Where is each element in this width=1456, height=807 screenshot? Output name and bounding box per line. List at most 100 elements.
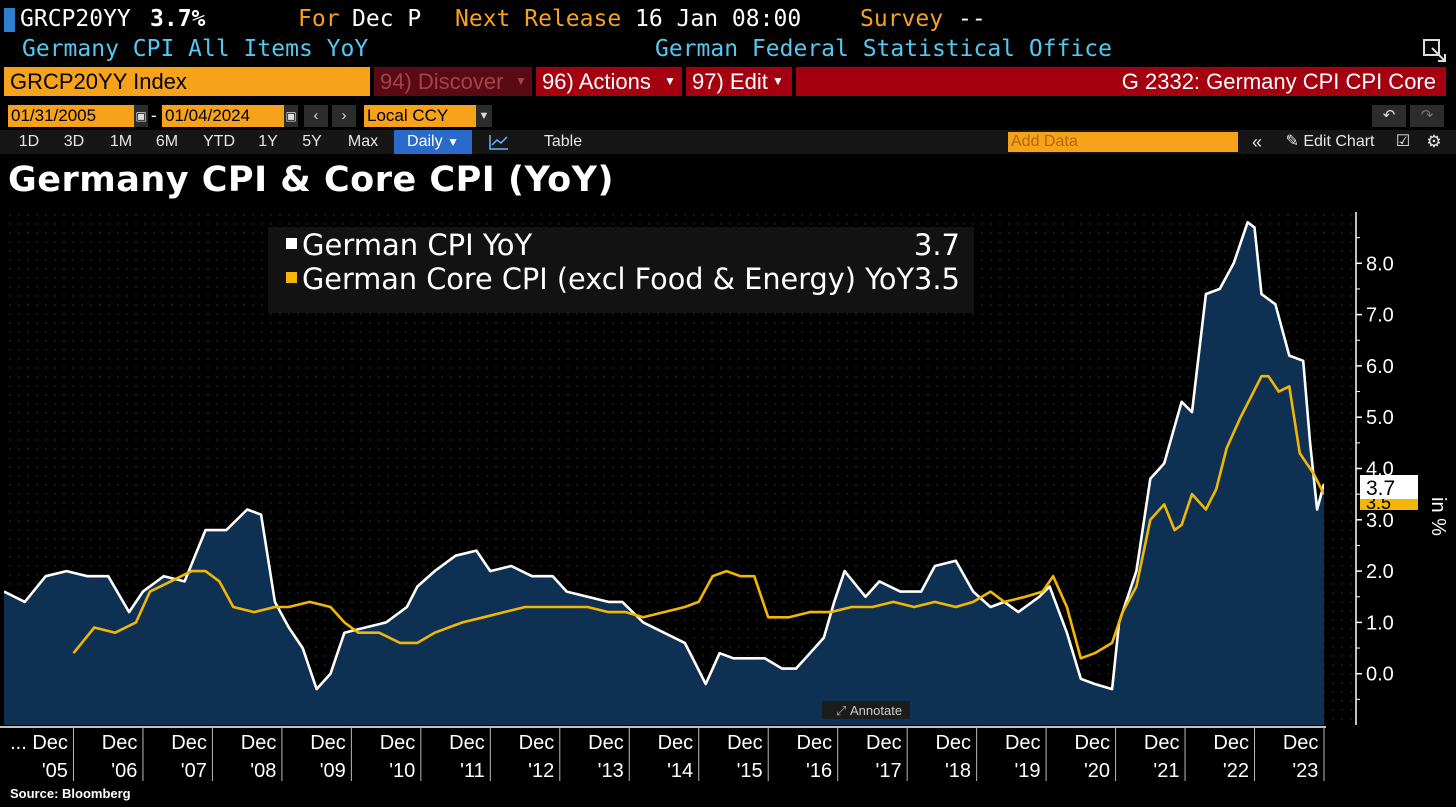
start-calendar-icon[interactable]: ▣ [134,105,148,127]
x-month-label-12: Dec [866,732,902,754]
expand-icon[interactable] [1422,38,1448,64]
period-1m[interactable]: 1M [109,133,133,150]
x-year-label-10: '15 [737,760,763,782]
collapse-icon[interactable]: « [1251,132,1262,152]
x-month-label-5: Dec [380,732,416,754]
x-month-label-3: Dec [241,732,277,754]
security-description: Germany CPI All Items YoY [22,36,369,62]
x-month-label-7: Dec [519,732,555,754]
period-3d[interactable]: 3D [63,133,85,150]
add-data-input[interactable]: Add Data [1008,132,1238,152]
chart-title: Germany CPI & Core CPI (YoY) [8,160,614,200]
security-field[interactable]: GRCP20YY Index [4,67,370,96]
end-date-input[interactable]: 01/04/2024 [162,105,284,127]
legend-cpi-value: 3.7 [914,228,960,262]
survey-value: -- [958,6,986,32]
x-month-label-18: Dec [1283,732,1319,754]
annotate-button[interactable]: ⤢ Annotate [822,701,910,719]
x-year-label-13: '18 [945,760,971,782]
y-tick-label-8: 8.0 [1366,253,1394,275]
date-bar: 01/31/2005 ▣ - 01/04/2024 ▣ ‹ › Local CC… [0,105,1456,127]
cpi-last-value-tag [1360,475,1418,499]
x-year-label-6: '11 [460,760,485,782]
x-month-label-14: Dec [1005,732,1041,754]
x-month-label-4: Dec [310,732,346,754]
x-month-label-8: Dec [588,732,624,754]
y-tick-label-1: 1.0 [1366,612,1394,634]
core-last-value-tag [1360,498,1418,510]
frequency-label: Daily [407,133,443,150]
discover-menu[interactable]: 94) Discover [374,67,532,96]
period-ytd[interactable]: YTD [203,133,235,150]
end-calendar-icon[interactable]: ▣ [284,105,298,127]
period-6m[interactable]: 6M [155,133,179,150]
undo-icon[interactable]: ↶ [1372,105,1406,127]
line-chart-icon[interactable] [484,130,514,154]
x-month-label-10: Dec [727,732,763,754]
function-title: G 2332: Germany CPI CPI Core [796,67,1446,96]
x-year-label-11: '16 [806,760,832,782]
chart-legend: German CPI YoY 3.7 German Core CPI (excl… [268,227,974,313]
x-month-label-2: Dec [171,732,207,754]
annotate-label: Annotate [850,703,902,718]
y-tick-label-7: 7.0 [1366,305,1394,327]
period-bar: 1D 3D 1M 6M YTD 1Y 5Y Max Daily ▼ Table … [0,130,1456,154]
x-year-label-8: '13 [598,760,624,782]
edit-menu[interactable]: 97) Edit [686,67,792,96]
next-release-label: Next Release [455,6,622,32]
y-axis-title: in % [1427,497,1449,536]
annotate-icon: ⤢ [836,703,846,718]
x-month-label-9: Dec [658,732,694,754]
x-month-label-6: Dec [449,732,485,754]
series-0-area [4,222,1324,725]
last-value-tags: 3.5 3.7 [1360,475,1418,513]
frequency-select[interactable]: Daily ▼ [394,130,472,154]
cpi-last-value-text: 3.7 [1366,477,1395,500]
prev-period-icon[interactable]: ‹ [304,105,328,127]
command-bar: GRCP20YY Index 94) Discover 96) Actions … [0,67,1456,96]
next-release-value: 16 Jan 08:00 [635,6,802,32]
period-max[interactable]: Max [347,133,379,150]
y-tick-label-6: 6.0 [1366,356,1394,378]
series-1-line [72,374,1324,660]
x-year-label-5: '10 [389,760,415,782]
ticker-marker [4,8,15,32]
legend-cpi-swatch [286,238,297,249]
legend-core-label: German Core CPI (excl Food & Energy) YoY [302,262,914,296]
legend-background [268,227,974,313]
redo-icon[interactable]: ↷ [1410,105,1444,127]
survey-label: Survey [860,6,944,32]
period-1y[interactable]: 1Y [258,133,278,150]
x-year-label-0: '05 [42,760,68,782]
currency-select[interactable]: Local CCY [364,105,476,127]
actions-menu[interactable]: 96) Actions [536,67,682,96]
edit-chart-button[interactable]: ✎ Edit Chart [1276,130,1384,154]
x-year-label-12: '17 [876,760,902,782]
x-year-label-16: '21 [1153,760,1179,782]
period-1d[interactable]: 1D [18,133,40,150]
currency-chevron-icon[interactable]: ▼ [476,105,492,127]
actions-chevron-icon: ▼ [664,74,676,88]
x-year-label-1: '06 [111,760,137,782]
legend-core-value: 3.5 [914,262,960,296]
for-value: Dec P [352,6,422,32]
x-year-label-4: '09 [320,760,346,782]
legend-cpi-label: German CPI YoY [302,228,532,262]
x-year-label-15: '20 [1084,760,1110,782]
gear-icon[interactable]: ⚙ [1426,132,1442,151]
x-month-label-15: Dec [1074,732,1110,754]
chart-settings-icon[interactable]: ☑ [1395,133,1411,150]
x-month-label-13: Dec [935,732,971,754]
x-year-label-17: '22 [1223,760,1249,782]
start-date-input[interactable]: 01/31/2005 [8,105,134,127]
x-month-label-1: Dec [102,732,138,754]
pencil-icon: ✎ [1285,133,1299,150]
table-tab[interactable]: Table [543,133,583,150]
period-5y[interactable]: 5Y [302,133,322,150]
x-year-label-14: '19 [1014,760,1040,782]
edit-chart-label: Edit Chart [1303,133,1375,150]
date-separator: - [151,106,157,125]
x-year-label-9: '14 [667,760,693,782]
next-period-icon[interactable]: › [332,105,356,127]
x-year-label-18: '23 [1292,760,1318,782]
